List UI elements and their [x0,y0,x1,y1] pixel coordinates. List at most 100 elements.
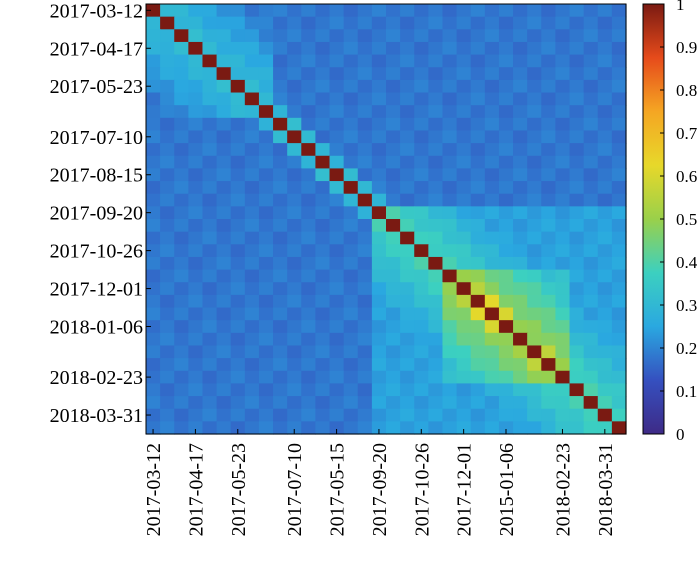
heatmap-cell [315,168,331,182]
heatmap-cell [569,41,585,56]
x-axis-ticks: 2017-03-12 2017-04-17 2017-05-23 2017-07-10… [143,429,617,536]
heatmap-cell [400,117,415,132]
heatmap-cell [597,41,613,56]
heatmap-cell [258,79,274,94]
heatmap-cell [301,244,317,258]
heatmap-cell [456,231,472,245]
heatmap-cell [442,117,458,132]
heatmap-cell [174,54,189,68]
heatmap-cell [555,117,571,132]
heatmap-cell [146,67,161,81]
heatmap-cell [541,219,557,233]
heatmap-cell [216,421,232,435]
heatmap-cell [244,256,260,271]
heatmap-cell [329,41,345,56]
heatmap-cell [456,67,472,81]
heatmap-cell [146,307,161,321]
y-tick-label: 2018-02-23 [50,367,143,389]
heatmap-cell [371,256,387,271]
heatmap-cell [301,219,317,233]
heatmap-cell [230,143,246,157]
heatmap-cell [555,332,571,347]
heatmap-cell [258,231,274,245]
heatmap-cell [428,345,444,359]
heatmap-cell [442,320,458,334]
heatmap-cell [216,16,232,30]
heatmap-cell [498,320,514,334]
heatmap-cell [230,117,246,132]
heatmap-cell [343,421,359,435]
heatmap-cell [414,345,429,359]
heatmap-cell [244,168,260,182]
heatmap-cell [216,282,232,296]
heatmap-cell [414,181,429,195]
colorbar-tick-label: 0 [676,425,685,444]
heatmap-cell [428,219,444,233]
heatmap-cell [456,79,472,94]
heatmap-cell [329,105,345,119]
heatmap-cell [583,92,599,106]
heatmap-cell [216,105,232,119]
heatmap-cell [414,396,429,410]
heatmap-cell [216,370,232,385]
heatmap-cell [414,231,429,245]
heatmap-cell [301,54,317,68]
heatmap-cell [513,269,528,283]
heatmap-cell [484,358,500,372]
heatmap-cell [569,155,585,170]
heatmap-cell [442,92,458,106]
heatmap-cell [527,307,542,321]
heatmap-cell [527,383,542,397]
heatmap-cell [597,155,613,170]
heatmap-cell [174,206,189,220]
heatmap-cell [498,155,514,170]
heatmap-cell [597,117,613,132]
heatmap-cell [541,206,557,220]
heatmap-cell [216,67,232,81]
heatmap-cell [527,231,542,245]
heatmap-cell [329,4,345,18]
heatmap-cell [216,383,232,397]
heatmap-cell [470,168,486,182]
heatmap-cell [188,269,204,283]
heatmap-cell [456,383,472,397]
heatmap-cell [386,282,401,296]
heatmap-cell [513,29,528,43]
heatmap-cell [146,396,161,410]
heatmap-cell [371,143,387,157]
heatmap-cell [470,117,486,132]
heatmap-cell [174,358,189,372]
heatmap-cell [287,4,302,18]
heatmap-cell [442,244,458,258]
heatmap-cell [442,54,458,68]
heatmap-cell [541,370,557,385]
heatmap-cell [583,408,599,422]
heatmap-cell [583,117,599,132]
heatmap-cell [428,41,444,56]
heatmap-cell [315,143,331,157]
heatmap-cell [527,396,542,410]
heatmap-cell [216,143,232,157]
heatmap-cell [244,320,260,334]
heatmap-cell [583,421,599,435]
heatmap-cell [329,79,345,94]
heatmap-cell [414,79,429,94]
heatmap-cell [160,421,175,435]
heatmap-cell [513,219,528,233]
heatmap-cell [188,408,204,422]
heatmap-cell [428,79,444,94]
heatmap-cell [301,345,317,359]
heatmap-cell [160,320,175,334]
heatmap-cell [470,143,486,157]
heatmap-cell [315,4,331,18]
heatmap-cell [301,358,317,372]
heatmap-cell [583,307,599,321]
heatmap-cell [498,294,514,309]
heatmap-cell [555,4,571,18]
heatmap-cell [174,193,189,207]
heatmap-cell [258,54,274,68]
heatmap-cell [371,244,387,258]
heatmap-cell [611,307,627,321]
heatmap-cell [484,421,500,435]
heatmap-cell [555,269,571,283]
